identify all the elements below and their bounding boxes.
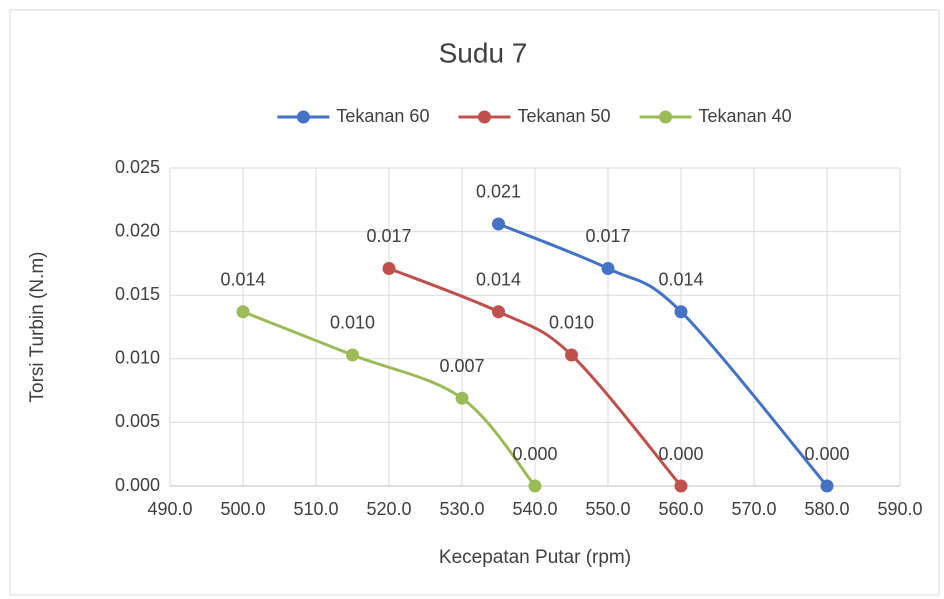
x-tick-label: 580.0 [804, 499, 849, 519]
data-point [528, 479, 542, 493]
x-tick-label: 560.0 [658, 499, 703, 519]
x-tick-label: 590.0 [877, 499, 922, 519]
data-label: 0.000 [658, 444, 703, 464]
legend-label: Tekanan 60 [336, 106, 429, 126]
x-tick-label: 530.0 [439, 499, 484, 519]
data-point [565, 348, 578, 362]
data-label: 0.014 [476, 269, 521, 289]
y-tick-label: 0.000 [115, 475, 160, 495]
data-point [674, 305, 688, 319]
series-line [497, 222, 829, 487]
x-tick-label: 510.0 [293, 499, 338, 519]
legend-label: Tekanan 40 [699, 106, 792, 126]
x-tick-label: 570.0 [731, 499, 776, 519]
data-label: 0.017 [585, 226, 630, 246]
series-line [242, 310, 537, 487]
data-point [492, 217, 505, 231]
data-point [601, 261, 615, 275]
data-point [382, 261, 396, 275]
y-tick-label: 0.025 [115, 157, 160, 177]
x-tick-label: 520.0 [366, 499, 411, 519]
legend-marker [659, 110, 673, 124]
data-label: 0.007 [439, 356, 484, 376]
data-point [236, 305, 250, 319]
data-point [346, 348, 359, 362]
y-tick-label: 0.010 [115, 348, 160, 368]
data-point [674, 479, 688, 493]
data-label: 0.014 [220, 269, 265, 289]
data-label: 0.000 [804, 444, 849, 464]
data-label: 0.014 [658, 269, 703, 289]
data-point [492, 305, 505, 319]
legend-label: Tekanan 50 [517, 106, 610, 126]
y-tick-label: 0.005 [115, 411, 160, 431]
y-tick-label: 0.015 [115, 284, 160, 304]
x-tick-label: 490.0 [147, 499, 192, 519]
y-axis-title: Torsi Turbin (N.m) [27, 252, 48, 403]
legend-marker [477, 110, 491, 124]
data-point [820, 479, 834, 493]
legend-marker [296, 110, 310, 124]
x-tick-label: 500.0 [220, 499, 265, 519]
series-line [388, 267, 683, 487]
x-tick-label: 550.0 [585, 499, 630, 519]
x-tick-label: 540.0 [512, 499, 557, 519]
x-axis-title: Kecepatan Putar (rpm) [439, 547, 631, 568]
data-point [455, 391, 469, 405]
data-label: 0.017 [366, 226, 411, 246]
data-label: 0.021 [476, 182, 521, 202]
data-label: 0.000 [512, 444, 557, 464]
data-label: 0.010 [330, 313, 375, 333]
y-tick-label: 0.020 [115, 220, 160, 240]
data-label: 0.010 [549, 313, 594, 333]
chart-title: Sudu 7 [439, 37, 528, 68]
